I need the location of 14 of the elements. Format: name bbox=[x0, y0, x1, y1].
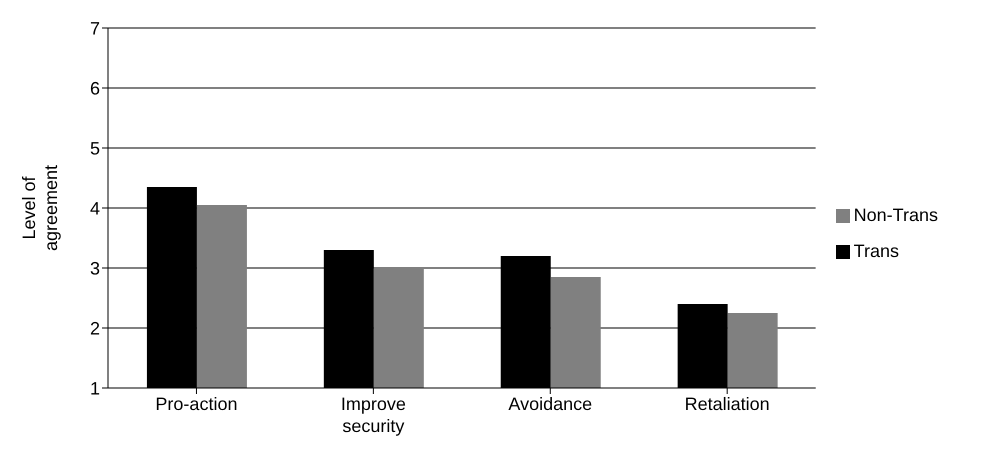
y-tick-label: 6 bbox=[90, 78, 100, 98]
x-tick-label: Improve security bbox=[340, 394, 406, 436]
y-tick-label: 2 bbox=[90, 318, 100, 338]
legend-label: Trans bbox=[854, 241, 899, 261]
x-tick-label: Pro-action bbox=[155, 394, 238, 414]
legend-label: Non-Trans bbox=[854, 205, 938, 225]
y-tick-label: 5 bbox=[90, 138, 100, 158]
x-tick-label: Avoidance bbox=[508, 394, 592, 414]
y-tick-label: 4 bbox=[90, 198, 100, 218]
y-axis-title: Level of agreement bbox=[19, 164, 61, 252]
x-tick-label: Retaliation bbox=[684, 394, 770, 414]
y-tick-label: 7 bbox=[90, 18, 100, 38]
y-tick-label: 1 bbox=[90, 378, 100, 398]
y-tick-label: 3 bbox=[90, 258, 100, 278]
